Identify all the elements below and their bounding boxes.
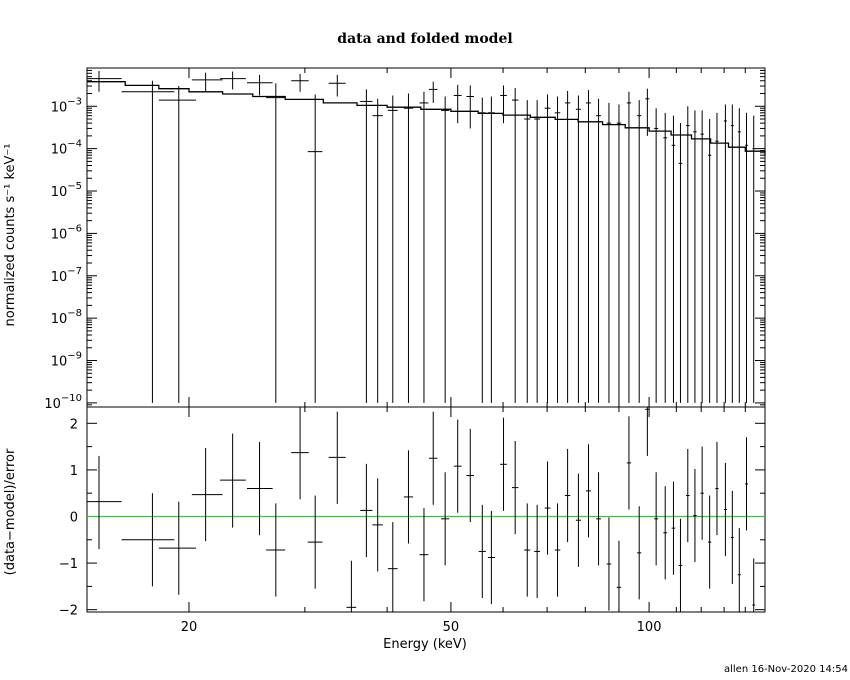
residual-y-tick-label: 1 [70,464,78,479]
residual-y-tick-label: 0 [70,510,78,525]
y-tick-label: 10−3 [51,96,82,115]
spectrum-y-axis-label: normalized counts s⁻¹ keV⁻¹ [3,144,18,327]
x-tick-label: 50 [443,620,460,635]
residual-panel: −2 −1 0 1 2 20 50 100 [59,397,766,635]
x-tick-label: 20 [181,620,198,635]
residual-y-axis-label: (data−model)/error [3,448,18,575]
spectrum-panel: 10−3 10−4 10−5 10−6 10−7 10−8 10−9 10−10 [44,67,766,417]
residual-y-tick-label: −2 [59,604,78,619]
y-tick-label: 10−7 [51,266,82,285]
x-axis-label: Energy (keV) [383,637,467,652]
y-tick-label: 10−9 [51,351,82,370]
y-tick-label: 10−10 [44,393,82,412]
spectrum-plot-frame [86,67,766,408]
residual-plot-frame [86,406,766,613]
footer-stamp: allen 16-Nov-2020 14:54 [724,664,848,675]
model-curve [87,81,766,156]
y-tick-label: 10−5 [51,181,82,200]
x-tick-label: 100 [637,620,662,635]
y-tick-label: 10−4 [51,139,82,158]
residual-y-tick-label: 2 [70,417,78,432]
y-tick-label: 10−6 [51,223,82,242]
residual-y-tick-label: −1 [59,557,78,572]
chart-title: data and folded model [337,31,512,47]
y-tick-label: 10−8 [51,308,82,327]
